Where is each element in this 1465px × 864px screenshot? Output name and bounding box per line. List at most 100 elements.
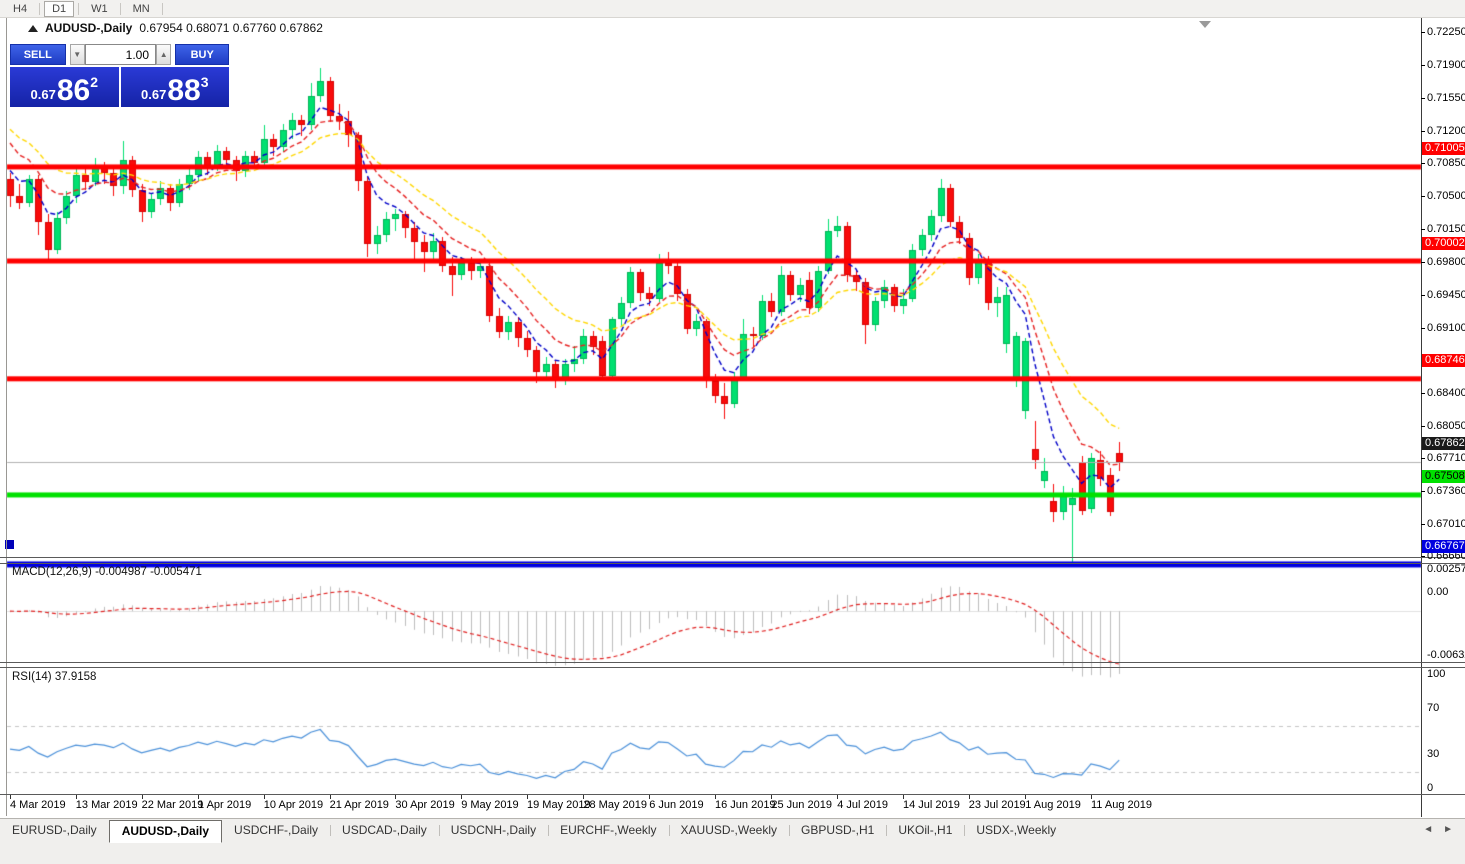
- time-axis-label: 22 Mar 2019: [141, 799, 204, 811]
- buy-price-sup: 3: [200, 74, 209, 90]
- price-axis-tick-label: 0.69800: [1427, 255, 1465, 268]
- period-button-w1[interactable]: W1: [91, 2, 108, 15]
- tab-usdx-weekly[interactable]: USDX-,Weekly: [964, 820, 1068, 841]
- time-axis-tick-mark: [771, 795, 773, 799]
- time-axis-label: 25 Jun 2019: [771, 799, 832, 811]
- macd-panel-top-border: [0, 563, 1465, 564]
- chart-ohlc-values: 0.67954 0.68071 0.67760 0.67862: [139, 21, 323, 35]
- chart-canvas[interactable]: [0, 18, 1465, 864]
- time-axis-tick-mark: [10, 795, 11, 799]
- symbol-triangle-icon: [28, 24, 38, 32]
- blue-line-handle[interactable]: [5, 540, 14, 549]
- time-axis-label: 30 Apr 2019: [395, 799, 455, 811]
- tab-xauusd-weekly[interactable]: XAUUSD-,Weekly: [668, 820, 789, 841]
- tab-scroll-left-icon[interactable]: ◄: [1423, 824, 1434, 835]
- rsi-panel-top-border: [0, 667, 1465, 668]
- time-axis-label: 11 Aug 2019: [1091, 799, 1152, 811]
- tab-scroll-right-icon[interactable]: ►: [1443, 824, 1453, 835]
- rsi-axis-label: 70: [1427, 702, 1440, 715]
- volume-decrease-button[interactable]: ▼: [69, 44, 85, 65]
- time-axis-tick-mark: [1091, 795, 1092, 799]
- macd-values: -0.004987 -0.005471: [95, 566, 202, 578]
- time-axis-label: 9 May 2019: [461, 799, 519, 811]
- price-axis-tick-mark: [1421, 163, 1425, 165]
- current-price-tag: 0.67862: [1422, 437, 1465, 451]
- price-axis-tick-mark: [1421, 130, 1425, 132]
- tab-gbpusd-h1[interactable]: GBPUSD-,H1: [789, 820, 886, 841]
- volume-input[interactable]: 1.00: [84, 44, 156, 65]
- time-axis-tick-mark: [903, 795, 904, 799]
- rsi-title: RSI(14): [12, 671, 52, 683]
- macd-panel-bottom-border[interactable]: [0, 662, 1465, 663]
- time-axis-tick-mark: [1025, 795, 1027, 799]
- period-toolbar: H4 D1 W1 MN: [0, 0, 1465, 18]
- time-axis-tick-mark: [263, 795, 265, 799]
- macd-title: MACD(12,26,9): [12, 566, 92, 578]
- time-axis-label: 19 May 2019: [527, 799, 591, 811]
- tab-eurchf-weekly[interactable]: EURCHF-,Weekly: [548, 820, 668, 841]
- price-axis-tick-mark: [1421, 294, 1425, 296]
- price-axis-border: [1421, 18, 1422, 817]
- price-axis-tick-label: 0.70500: [1427, 190, 1465, 203]
- time-axis-label: 4 Mar 2019: [10, 799, 66, 811]
- time-axis-label: 21 Apr 2019: [329, 799, 389, 811]
- sell-button[interactable]: SELL: [10, 44, 66, 65]
- rsi-axis-label: 0: [1427, 782, 1434, 794]
- volume-increase-button[interactable]: ▲: [156, 44, 172, 65]
- tab-eurusd-daily[interactable]: EURUSD-,Daily: [12, 823, 97, 837]
- buy-button[interactable]: BUY: [175, 44, 229, 65]
- price-axis-tick-mark: [1421, 556, 1425, 558]
- price-axis-tick-mark: [1421, 327, 1425, 329]
- sell-price-sup: 2: [90, 74, 98, 90]
- chart-window: [0, 18, 1465, 864]
- buy-price-prefix: 0.67: [141, 87, 167, 102]
- price-panel-bottom-border[interactable]: [0, 557, 1465, 558]
- time-axis-tick-mark: [649, 795, 651, 799]
- sell-price-display[interactable]: 0.67 86 2: [10, 67, 119, 107]
- period-button-h4[interactable]: H4: [13, 2, 28, 15]
- time-axis-label: 1 Aug 2019: [1025, 799, 1081, 811]
- tab-usdchf-daily[interactable]: USDCHF-,Daily: [234, 823, 319, 837]
- time-axis-label: 4 Jul 2019: [837, 799, 888, 811]
- price-axis-tick-mark: [1421, 261, 1425, 263]
- time-axis-tick-mark: [395, 795, 397, 799]
- price-axis-tick-label: 0.69100: [1427, 321, 1465, 334]
- time-axis-label: 16 Jun 2019: [715, 799, 776, 811]
- tab-usdcad-daily[interactable]: USDCAD-,Daily: [330, 820, 439, 841]
- price-axis-tick-label: 0.67710: [1427, 452, 1465, 464]
- price-axis-tick-mark: [1421, 229, 1425, 231]
- price-axis-tick-mark: [1421, 97, 1425, 99]
- period-button-mn[interactable]: MN: [132, 2, 150, 15]
- symbol-tab-bar: EURUSD-,Daily AUDUSD-,Daily USDCHF-,Daily U…: [0, 818, 1465, 847]
- period-button-d1[interactable]: D1: [44, 0, 75, 17]
- rsi-axis-label: 100: [1427, 668, 1446, 680]
- level-price-tag-0.70002: 0.70002: [1422, 236, 1465, 250]
- price-axis-tick-label: 0.70850: [1427, 157, 1465, 170]
- buy-price-big: 88: [167, 74, 201, 107]
- rsi-label: RSI(14) 37.9158: [12, 671, 96, 683]
- tab-ukoil-h1[interactable]: UKOil-,H1: [886, 820, 964, 841]
- price-axis-tick-label: 0.66660: [1427, 550, 1465, 563]
- time-axis-tick-mark: [198, 795, 199, 799]
- price-axis-tick-label: 0.71200: [1427, 124, 1465, 137]
- price-axis-tick-label: 0.72250: [1427, 26, 1465, 39]
- price-axis-tick-label: 0.67360: [1427, 484, 1465, 497]
- time-axis-tick-mark: [141, 795, 143, 799]
- price-axis-tick-label: 0.68050: [1427, 420, 1465, 433]
- time-axis-tick-mark: [461, 795, 463, 799]
- rsi-value: 37.9158: [54, 671, 97, 683]
- one-click-trading-panel: SELL ▼ 1.00 ▲ BUY 0.67 86 2 0.67 88 3: [10, 44, 229, 107]
- price-axis-tick-label: 0.67010: [1427, 517, 1465, 530]
- price-axis-tick-mark: [1421, 64, 1425, 66]
- time-axis-label: 1 Apr 2019: [198, 799, 252, 811]
- tab-audusd-daily[interactable]: AUDUSD-,Daily: [108, 820, 223, 843]
- tab-usdcnh-daily[interactable]: USDCNH-,Daily: [438, 820, 548, 841]
- buy-price-display[interactable]: 0.67 88 3: [120, 67, 229, 107]
- sell-price-big: 86: [56, 74, 91, 107]
- macd-axis-label: -0.006326: [1427, 649, 1465, 661]
- price-axis-tick-mark: [1421, 490, 1425, 492]
- chart-shift-marker-icon[interactable]: [1199, 21, 1211, 28]
- rsi-panel-bottom-border: [0, 794, 1465, 795]
- level-price-tag-0.71005: 0.71005: [1422, 142, 1465, 156]
